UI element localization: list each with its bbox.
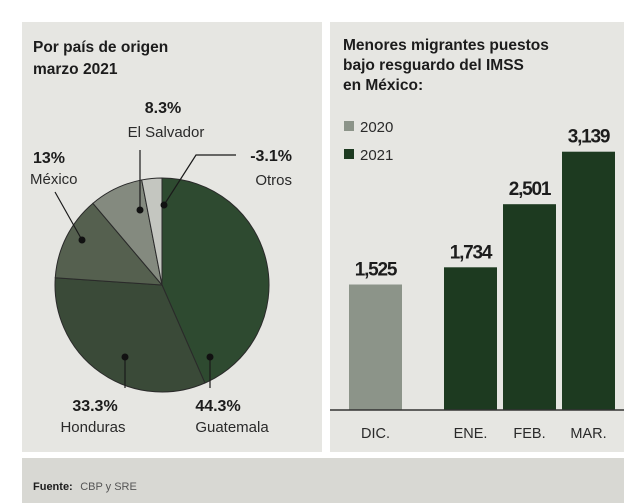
leader-line-mexico	[54, 191, 83, 241]
bar-title-line-2: bajo resguardo del IMSS	[343, 57, 524, 74]
pie-slice-honduras	[54, 277, 206, 393]
bar-mar-	[562, 151, 615, 410]
slice-label-mexico: México	[30, 171, 78, 188]
footer-source: Fuente: CBP y SRE	[33, 477, 137, 494]
pie-leader-dots	[78, 201, 214, 361]
bar-feb-	[503, 204, 556, 410]
legend-label-2020: 2020	[360, 119, 393, 136]
bar-category-label-mar-: MAR.	[570, 426, 606, 442]
slice-label-el-salvador: El Salvador	[128, 124, 205, 141]
legend-swatch-2020	[344, 121, 354, 131]
bar-chart: 1,525 DIC. 1,734 ENE. 2,501 FEB. 3,139 MAR.	[349, 127, 615, 442]
footer-source-label: Fuente:	[33, 481, 73, 493]
bar-value-label-feb-: 2,501	[509, 179, 552, 200]
legend-label-2021: 2021	[360, 147, 393, 164]
pie-slice-otros	[141, 177, 163, 286]
slice-pct-el-salvador: 8.3%	[145, 100, 181, 117]
slice-pct-otros: -3.1%	[250, 148, 292, 165]
slice-pct-honduras: 33.3%	[72, 398, 117, 415]
slice-pct-mexico: 13%	[33, 150, 65, 167]
slice-label-guatemala: Guatemala	[195, 419, 269, 436]
pie-leader-lines	[54, 150, 236, 388]
bar-title-line-3: en México:	[343, 77, 423, 94]
pie-title-line-1: Por país de origen	[33, 39, 168, 56]
bar-ene-	[444, 267, 497, 410]
footer-bar	[22, 458, 624, 503]
bar-legend: 2020 2021	[344, 119, 393, 164]
bar-title-line-1: Menores migrantes puestos	[343, 37, 549, 54]
bar-category-label-dic-: DIC.	[361, 426, 390, 442]
bar-category-label-ene-: ENE.	[454, 426, 488, 442]
bar-value-label-dic-: 1,525	[355, 260, 398, 281]
bar-dic-	[349, 284, 402, 410]
bar-category-label-feb-: FEB.	[513, 426, 545, 442]
slice-pct-guatemala: 44.3%	[195, 398, 240, 415]
slice-label-otros: Otros	[255, 172, 292, 189]
pie-slice-guatemala	[161, 177, 270, 384]
pie-title-line-2: marzo 2021	[33, 61, 118, 78]
legend-swatch-2021	[344, 149, 354, 159]
leader-line-otros	[163, 154, 236, 206]
footer-source-text: CBP y SRE	[80, 481, 137, 493]
pie-slice-mexico	[54, 202, 164, 286]
pie-chart	[54, 177, 270, 393]
bar-value-label-ene-: 1,734	[450, 242, 493, 263]
slice-label-honduras: Honduras	[60, 419, 125, 436]
bar-value-label-mar-: 3,139	[568, 127, 610, 148]
